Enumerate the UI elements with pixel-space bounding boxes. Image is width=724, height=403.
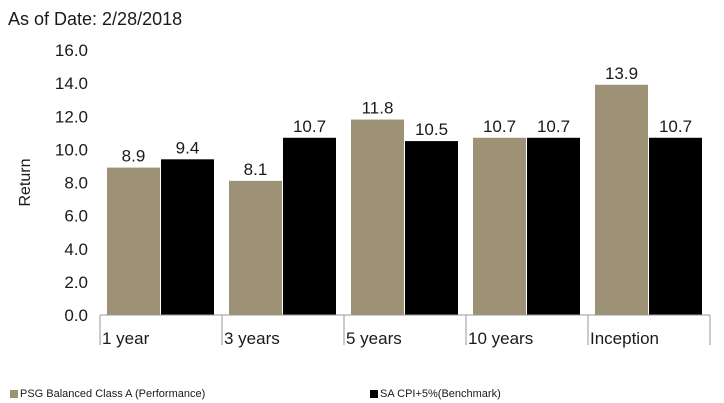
- legend-swatch-benchmark: [370, 390, 378, 398]
- data-label: 8.9: [122, 147, 146, 166]
- data-label: 9.4: [176, 138, 200, 157]
- bar-benchmark-inception: [649, 137, 702, 315]
- data-label: 10.7: [659, 117, 692, 136]
- x-tick-label: 3 years: [224, 329, 280, 348]
- chart-subtitle: As of Date: 2/28/2018: [8, 9, 183, 29]
- legend-label-benchmark: SA CPI+5%(Benchmark): [380, 388, 501, 400]
- data-label: 10.7: [483, 117, 516, 136]
- bar-benchmark-10-years: [527, 137, 580, 315]
- bar-chart: 0.0 2.0 4.0 6.0 8.0 10.0 12.0 14.0 16.0 Return 8.9…: [17, 41, 711, 348]
- y-tick-label: 4.0: [64, 240, 88, 259]
- x-tick-label: Inception: [590, 329, 659, 348]
- y-tick-label: 10.0: [55, 140, 88, 159]
- bar-performance-inception: [595, 84, 648, 315]
- y-tick-label: 16.0: [55, 41, 88, 60]
- x-tick-label: 10 years: [468, 329, 533, 348]
- y-tick-label: 0.0: [64, 306, 88, 325]
- data-label: 11.8: [362, 99, 394, 118]
- x-tick-label: 1 year: [102, 329, 150, 348]
- bar-benchmark-3-years: [283, 137, 336, 315]
- y-tick-label: 14.0: [55, 74, 88, 93]
- data-label: 10.7: [293, 117, 326, 136]
- data-label: 13.9: [605, 64, 638, 83]
- x-tick-label: 5 years: [346, 329, 402, 348]
- y-tick-label: 2.0: [64, 273, 88, 292]
- y-axis-label: Return: [17, 158, 34, 206]
- bar-performance-5-years: [351, 119, 404, 315]
- data-label: 10.7: [537, 117, 570, 136]
- bar-benchmark-5-years: [405, 141, 458, 315]
- legend-swatch-performance: [10, 390, 18, 398]
- y-tick-label: 6.0: [64, 207, 88, 226]
- bar-benchmark-1-year: [161, 159, 214, 315]
- bar-performance-3-years: [229, 180, 282, 315]
- y-tick-label: 8.0: [64, 174, 88, 193]
- data-label: 10.5: [415, 120, 448, 139]
- legend-label-performance: PSG Balanced Class A (Performance): [20, 388, 206, 400]
- data-label: 8.1: [244, 160, 268, 179]
- y-tick-label: 12.0: [55, 107, 88, 126]
- bar-performance-1-year: [107, 167, 160, 315]
- bar-performance-10-years: [473, 137, 526, 315]
- legend-item-performance: PSG Balanced Class A (Performance): [10, 388, 205, 400]
- legend-item-benchmark: SA CPI+5%(Benchmark): [370, 388, 501, 400]
